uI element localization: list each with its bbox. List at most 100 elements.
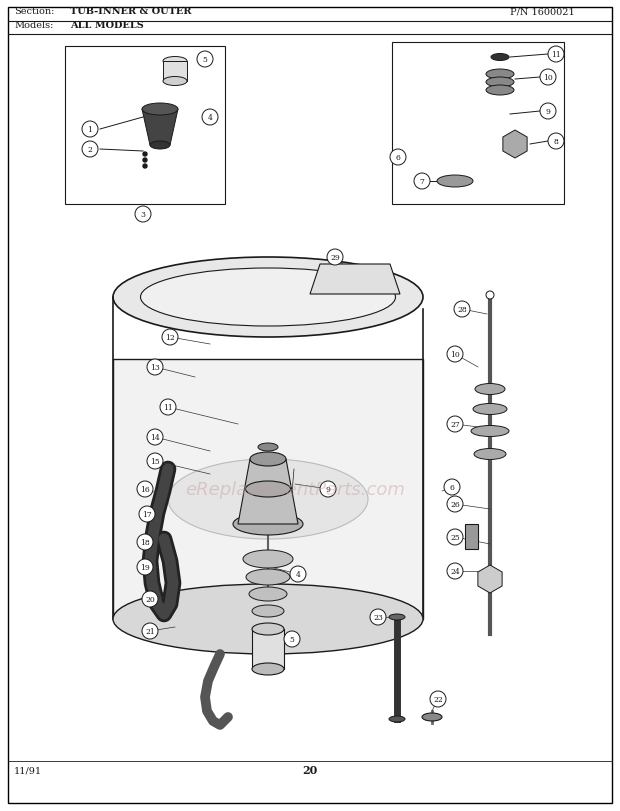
Circle shape	[202, 109, 218, 126]
Circle shape	[142, 591, 158, 607]
Circle shape	[135, 207, 151, 223]
Circle shape	[137, 534, 153, 551]
Text: 15: 15	[150, 457, 160, 466]
Circle shape	[197, 52, 213, 68]
Ellipse shape	[233, 513, 303, 535]
Text: 1: 1	[87, 126, 92, 134]
Text: 11: 11	[163, 404, 173, 411]
Circle shape	[447, 530, 463, 545]
Ellipse shape	[249, 587, 287, 601]
Ellipse shape	[473, 404, 507, 415]
Ellipse shape	[252, 663, 284, 676]
Polygon shape	[478, 565, 502, 594]
Ellipse shape	[486, 86, 514, 96]
Text: 6: 6	[450, 483, 454, 491]
Text: ALL MODELS: ALL MODELS	[70, 21, 144, 30]
Text: 11/91: 11/91	[14, 766, 42, 775]
Circle shape	[447, 346, 463, 363]
Text: 16: 16	[140, 486, 150, 493]
Circle shape	[82, 122, 98, 138]
Ellipse shape	[471, 426, 509, 437]
Circle shape	[162, 329, 178, 345]
Ellipse shape	[437, 176, 473, 188]
Ellipse shape	[389, 614, 405, 620]
Bar	[252, 629, 284, 669]
Circle shape	[142, 623, 158, 639]
Circle shape	[540, 70, 556, 86]
Circle shape	[290, 566, 306, 582]
Ellipse shape	[258, 444, 278, 452]
Circle shape	[548, 134, 564, 150]
Bar	[392, 43, 564, 204]
Ellipse shape	[246, 482, 291, 497]
Circle shape	[540, 104, 556, 120]
Text: 29: 29	[330, 254, 340, 262]
Ellipse shape	[113, 258, 423, 337]
Circle shape	[143, 165, 147, 169]
Circle shape	[447, 564, 463, 579]
Bar	[163, 62, 187, 82]
Ellipse shape	[475, 384, 505, 395]
Circle shape	[137, 482, 153, 497]
Circle shape	[444, 479, 460, 496]
Polygon shape	[238, 460, 298, 525]
Circle shape	[447, 417, 463, 432]
Text: 8: 8	[554, 138, 559, 146]
Polygon shape	[503, 131, 527, 159]
Ellipse shape	[168, 460, 368, 539]
Circle shape	[82, 142, 98, 158]
Text: 10: 10	[450, 350, 460, 358]
Text: TUB-INNER & OUTER: TUB-INNER & OUTER	[70, 7, 192, 16]
Text: 4: 4	[296, 570, 301, 578]
Ellipse shape	[389, 716, 405, 722]
Text: Models:: Models:	[14, 21, 53, 30]
Ellipse shape	[422, 713, 442, 721]
Bar	[113, 359, 423, 620]
Circle shape	[486, 292, 494, 299]
Text: 24: 24	[450, 568, 460, 575]
Text: 28: 28	[457, 306, 467, 314]
Ellipse shape	[491, 54, 509, 62]
Text: 10: 10	[543, 74, 553, 82]
Text: 4: 4	[208, 114, 213, 122]
Circle shape	[548, 47, 564, 63]
Text: 17: 17	[142, 510, 152, 518]
Text: eReplacementParts.com: eReplacementParts.com	[185, 480, 405, 499]
Text: 13: 13	[150, 363, 160, 371]
Text: 20: 20	[303, 764, 317, 775]
Circle shape	[454, 302, 470, 318]
Ellipse shape	[113, 584, 423, 654]
Circle shape	[320, 482, 336, 497]
Ellipse shape	[250, 453, 286, 466]
Circle shape	[414, 174, 430, 190]
Text: 21: 21	[145, 627, 155, 635]
Ellipse shape	[252, 605, 284, 617]
Ellipse shape	[163, 58, 187, 67]
Polygon shape	[142, 109, 178, 146]
Bar	[65, 47, 225, 204]
Text: 11: 11	[551, 51, 561, 59]
Text: 9: 9	[326, 486, 330, 493]
Circle shape	[390, 150, 406, 165]
Polygon shape	[465, 525, 478, 549]
Text: 6: 6	[396, 154, 401, 162]
Circle shape	[147, 430, 163, 445]
Ellipse shape	[142, 104, 178, 116]
Text: 2: 2	[87, 146, 92, 154]
Circle shape	[137, 560, 153, 575]
Ellipse shape	[252, 623, 284, 635]
Circle shape	[160, 400, 176, 415]
Ellipse shape	[150, 142, 170, 150]
Circle shape	[147, 359, 163, 375]
Circle shape	[370, 609, 386, 625]
Circle shape	[284, 631, 300, 647]
Ellipse shape	[486, 70, 514, 80]
Ellipse shape	[246, 569, 290, 586]
Text: 19: 19	[140, 564, 150, 571]
Text: 5: 5	[290, 635, 294, 643]
Circle shape	[143, 152, 147, 157]
Text: 20: 20	[145, 595, 155, 603]
Circle shape	[147, 453, 163, 470]
Text: 27: 27	[450, 420, 460, 428]
Text: 12: 12	[165, 333, 175, 341]
